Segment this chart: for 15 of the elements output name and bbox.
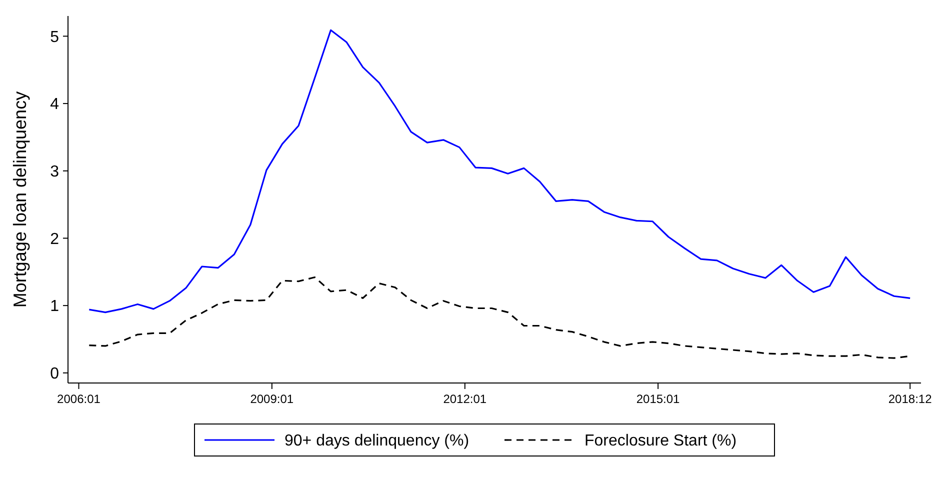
- x-tick-label: 2018:12: [888, 392, 932, 406]
- y-tick-label: 0: [50, 366, 60, 382]
- legend-label: Foreclosure Start (%): [584, 432, 737, 450]
- x-tick-label: 2012:01: [443, 392, 487, 406]
- legend-label: 90+ days delinquency (%): [284, 432, 470, 450]
- y-tick-label: 5: [50, 28, 60, 46]
- y-tick-label: 2: [50, 230, 60, 248]
- y-axis-title: Mortgage loan delinquency: [10, 91, 30, 308]
- x-tick-label: 2006:01: [57, 392, 101, 406]
- x-tick-label: 2009:01: [250, 392, 294, 406]
- line-series: [88, 29, 911, 314]
- y-tick-label: 3: [50, 163, 60, 180]
- y-tick-label: 4: [50, 96, 60, 114]
- y-tick-label: 1: [50, 298, 60, 316]
- x-tick-label: 2015:01: [636, 392, 680, 406]
